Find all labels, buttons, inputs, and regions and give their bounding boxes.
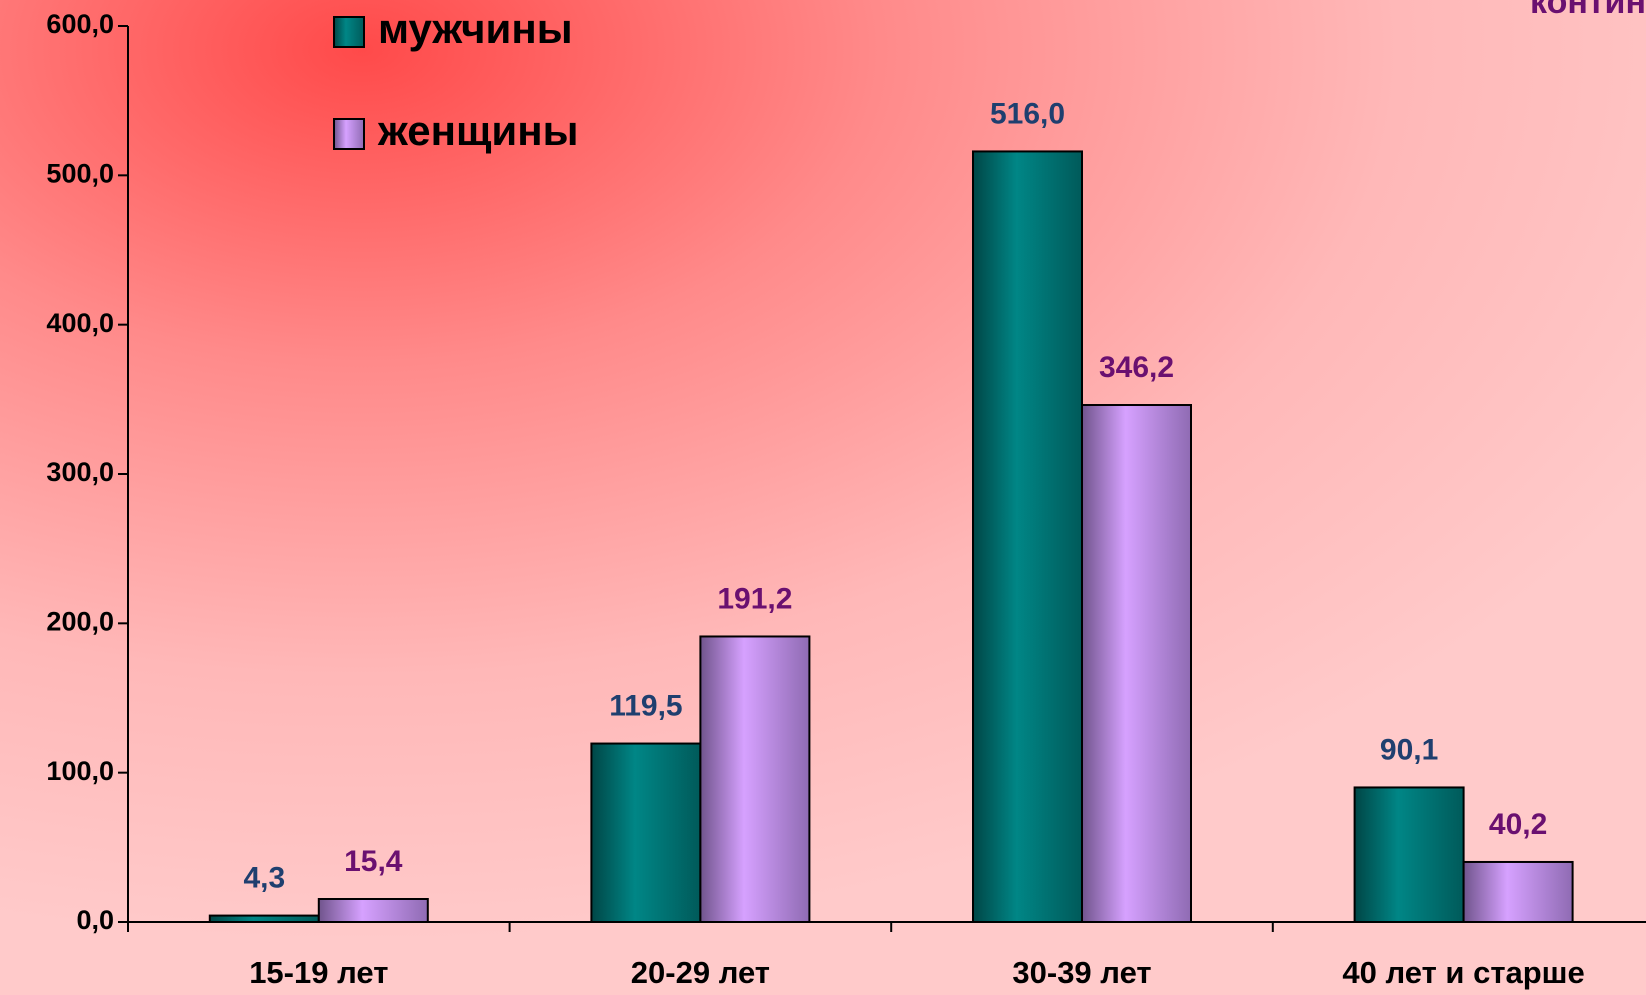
x-tick-label: 40 лет и старше	[1342, 955, 1584, 990]
value-label: 191,2	[717, 582, 792, 615]
bar	[699, 635, 811, 923]
legend-swatch	[333, 16, 365, 48]
y-tick-label: 600,0	[46, 9, 114, 39]
value-label: 90,1	[1380, 733, 1438, 766]
y-tick-label: 500,0	[46, 158, 114, 188]
bar	[208, 914, 320, 924]
bar	[317, 898, 429, 924]
annotation: контин	[1530, 0, 1646, 21]
value-label: 15,4	[344, 845, 403, 878]
y-tick-label: 200,0	[46, 606, 114, 636]
y-tick-label: 400,0	[46, 308, 114, 338]
x-tick-label: 20-29 лет	[631, 955, 770, 990]
legend-swatch	[333, 118, 365, 150]
bar	[972, 150, 1083, 923]
bar	[1081, 404, 1192, 923]
x-tick-label: 15-19 лет	[249, 955, 388, 990]
value-label: 346,2	[1099, 351, 1174, 384]
bar	[1353, 786, 1465, 924]
value-label: 4,3	[243, 862, 285, 895]
x-tick-label: 30-39 лет	[1012, 955, 1151, 990]
y-tick-label: 0,0	[76, 905, 114, 935]
legend-label: женщины	[377, 107, 578, 154]
y-tick-label: 300,0	[46, 457, 114, 487]
value-label: 516,0	[990, 97, 1065, 130]
y-tick-label: 100,0	[46, 756, 114, 786]
bar	[1462, 860, 1574, 924]
value-label: 119,5	[609, 689, 682, 722]
value-label: 40,2	[1489, 808, 1547, 841]
legend-label: мужчины	[378, 5, 573, 52]
bar	[590, 742, 702, 924]
